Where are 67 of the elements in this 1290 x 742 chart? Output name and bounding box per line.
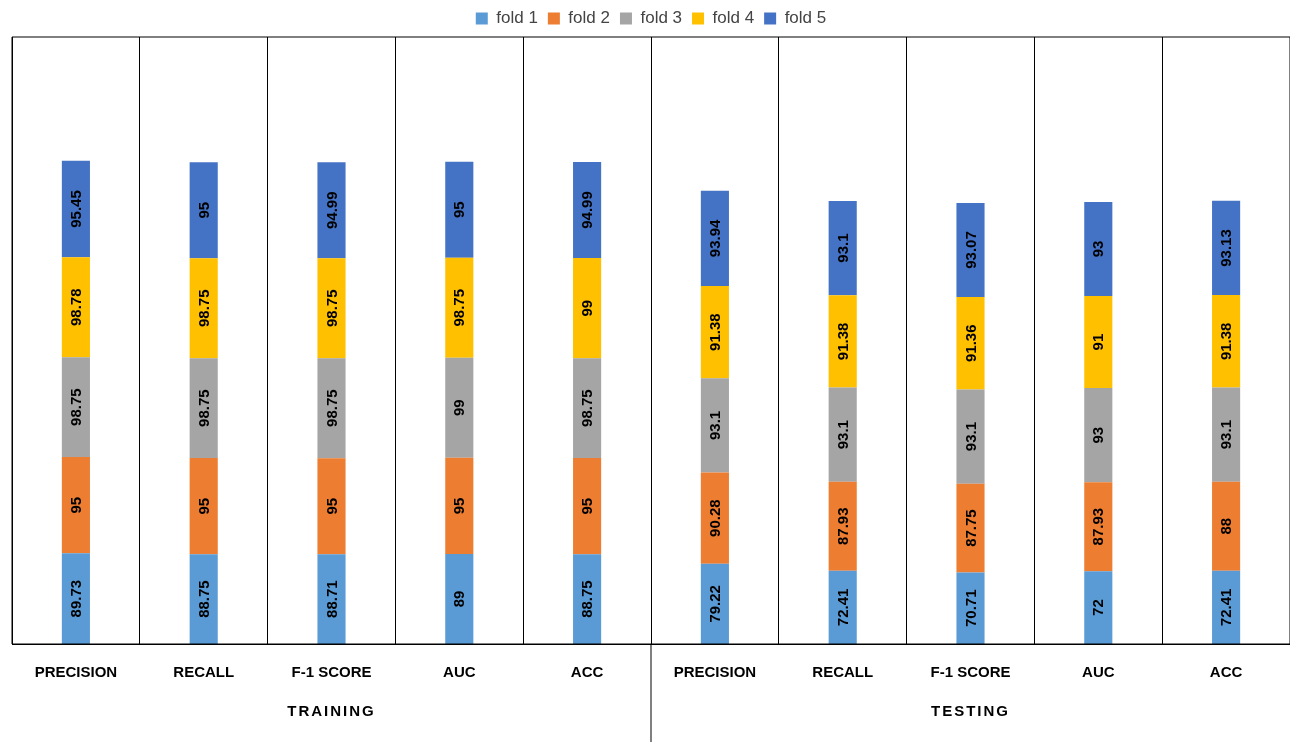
data-label: 93.07 xyxy=(961,231,979,269)
data-label: 89 xyxy=(450,590,468,608)
data-label: 94.99 xyxy=(578,191,596,229)
data-label: 93.1 xyxy=(706,410,724,441)
data-label: 99 xyxy=(450,399,468,417)
data-label: 91.38 xyxy=(706,313,724,351)
legend-label: fold 3 xyxy=(640,8,683,28)
data-label: 93 xyxy=(1089,426,1107,444)
data-label: 93.1 xyxy=(833,420,851,450)
data-label: 95 xyxy=(450,497,468,515)
legend-label: fold 5 xyxy=(784,8,827,28)
data-label: 89.73 xyxy=(67,579,85,618)
data-label: 87.75 xyxy=(961,509,979,547)
data-label: 95 xyxy=(194,201,212,219)
data-label: 95 xyxy=(322,497,340,515)
data-label: 72 xyxy=(1089,599,1107,616)
x-tick-label: PRECISION xyxy=(673,663,757,681)
text: TESTING xyxy=(930,702,1011,720)
data-label: 91.36 xyxy=(961,324,979,363)
x-tick-label: AUC xyxy=(443,663,476,681)
data-label: 91.38 xyxy=(1217,322,1235,361)
data-label: 93.1 xyxy=(961,422,979,452)
data-label: 98.75 xyxy=(67,388,85,426)
data-label: 95 xyxy=(194,497,212,515)
data-label: 88.75 xyxy=(578,580,596,618)
data-label: 99 xyxy=(578,299,596,317)
data-label: 91 xyxy=(1089,333,1107,351)
data-label: 90.28 xyxy=(706,499,724,537)
legend-label: fold 4 xyxy=(712,8,755,28)
x-tick-label: ACC xyxy=(1209,663,1243,681)
data-label: 87.93 xyxy=(833,507,851,546)
data-label: 88 xyxy=(1217,517,1235,535)
data-label: 88.75 xyxy=(194,580,212,618)
data-label: 87.93 xyxy=(1089,507,1107,546)
data-label: 93.1 xyxy=(833,233,851,263)
data-label: 98.75 xyxy=(194,389,212,427)
data-label: 95.45 xyxy=(67,190,85,228)
data-label: 98.75 xyxy=(194,289,212,328)
data-label: 98.75 xyxy=(578,389,596,427)
data-label: 70.71 xyxy=(961,589,979,628)
data-label: 93 xyxy=(1089,240,1107,258)
data-label: 93.13 xyxy=(1217,229,1235,267)
data-label: 98.75 xyxy=(322,389,340,427)
legend-label: fold 1 xyxy=(496,8,538,28)
data-label: 93.94 xyxy=(706,218,724,258)
x-tick-label: RECALL xyxy=(173,663,235,681)
data-label: 72.41 xyxy=(1217,588,1235,627)
data-label: 95 xyxy=(578,497,596,515)
x-tick-label: F-1 SCORE xyxy=(930,663,1011,681)
data-label: 98.75 xyxy=(450,288,468,327)
data-label: 95 xyxy=(450,201,468,219)
data-label: 88.71 xyxy=(322,580,340,618)
x-tick-label: ACC xyxy=(570,663,604,681)
legend-label: fold 2 xyxy=(568,8,610,28)
data-label: 94.99 xyxy=(322,191,340,230)
data-label: 98.75 xyxy=(322,289,340,328)
data-label: 95 xyxy=(67,496,85,514)
x-tick-label: RECALL xyxy=(812,663,874,681)
data-label: 72.41 xyxy=(833,588,851,627)
data-label: 93.1 xyxy=(1217,420,1235,450)
data-label: 98.78 xyxy=(67,288,85,327)
data-label: 91.38 xyxy=(833,322,851,361)
x-tick-label: AUC xyxy=(1082,663,1115,681)
x-tick-label: PRECISION xyxy=(34,663,118,681)
data-label: 79.22 xyxy=(706,585,724,623)
x-tick-label: F-1 SCORE xyxy=(291,663,372,681)
text: TRAINING xyxy=(287,702,376,720)
